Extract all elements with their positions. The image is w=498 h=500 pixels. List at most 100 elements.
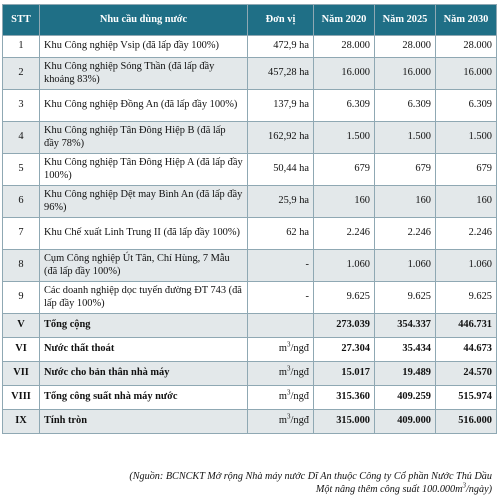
cell-2030: 28.000 (435, 35, 497, 58)
cell-2025: 6.309 (374, 89, 436, 122)
cell-2020: 16.000 (313, 57, 375, 90)
cell-unit: 457,28 ha (247, 57, 314, 90)
water-demand-table: STT Nhu cầu dùng nước Đơn vị Năm 2020 Nă… (2, 4, 497, 434)
cell-name: Khu Công nghiệp Sóng Thần (đã lấp đầy kh… (39, 57, 248, 90)
header-unit: Đơn vị (247, 4, 314, 36)
table-row: 9 Các doanh nghiệp dọc tuyến đường ĐT 74… (2, 281, 497, 314)
unit-tail: /ngđ (290, 367, 309, 379)
table-row: 4 Khu Công nghiệp Tân Đông Hiệp B (đã lấ… (2, 121, 497, 154)
cell-unit: 25,9 ha (247, 185, 314, 218)
cell-2025: 19.489 (374, 361, 436, 386)
source-note: (Nguồn: BCNCKT Mở rộng Nhà máy nước Dĩ A… (2, 470, 492, 496)
cell-2025: 354.337 (374, 313, 436, 338)
cell-stt: 4 (2, 121, 40, 154)
cell-2025: 16.000 (374, 57, 436, 90)
source-note-line-1: (Nguồn: BCNCKT Mở rộng Nhà máy nước Dĩ A… (129, 471, 492, 482)
cell-unit: 50,44 ha (247, 153, 314, 186)
cell-2030: 44.673 (435, 337, 497, 362)
cell-name: Khu Công nghiệp Đồng An (đã lấp đầy 100%… (39, 89, 248, 122)
cell-2030: 9.625 (435, 281, 497, 314)
cell-unit: - (247, 249, 314, 282)
cell-2020: 1.500 (313, 121, 375, 154)
cell-stt: 7 (2, 217, 40, 250)
cell-name: Các doanh nghiệp dọc tuyến đường ĐT 743 … (39, 281, 248, 314)
cell-2025: 35.434 (374, 337, 436, 362)
cell-2030: 516.000 (435, 409, 497, 434)
unit-tail: /ngđ (290, 391, 309, 403)
cell-name: Khu Công nghiệp Tân Đông Hiệp B (đã lấp … (39, 121, 248, 154)
cell-stt: VI (2, 337, 40, 362)
cell-2030: 24.570 (435, 361, 497, 386)
header-stt: STT (2, 4, 40, 36)
cell-2025: 1.500 (374, 121, 436, 154)
cell-unit: m3/ngđ (247, 337, 314, 362)
cell-stt: 6 (2, 185, 40, 218)
cell-2020: 1.060 (313, 249, 375, 282)
table-row: 3 Khu Công nghiệp Đồng An (đã lấp đầy 10… (2, 89, 497, 122)
cell-unit: 62 ha (247, 217, 314, 250)
unit-base: m (278, 415, 288, 427)
cell-2030: 679 (435, 153, 497, 186)
cell-2020: 9.625 (313, 281, 375, 314)
header-year-2030: Năm 2030 (435, 4, 497, 36)
summary-row-loss: VI Nước thất thoát m3/ngđ 27.304 35.434 … (2, 337, 497, 362)
summary-row-total: V Tổng cộng 273.039 354.337 446.731 (2, 313, 497, 338)
cell-2020: 315.000 (313, 409, 375, 434)
cell-2020: 15.017 (313, 361, 375, 386)
unit-base: m (278, 367, 288, 379)
cell-unit: - (247, 281, 314, 314)
cell-2020: 679 (313, 153, 375, 186)
cell-name: Nước thất thoát (39, 337, 248, 362)
table-row: 1 Khu Công nghiệp Vsip (đã lấp đầy 100%)… (2, 35, 497, 58)
cell-unit: m3/ngđ (247, 409, 314, 434)
unit-exponent: 3 (287, 388, 291, 397)
cell-stt: VII (2, 361, 40, 386)
cell-name: Khu Chế xuất Linh Trung II (đã lấp đầy 1… (39, 217, 248, 250)
source-note-exponent: 3 (462, 481, 466, 490)
cell-2020: 160 (313, 185, 375, 218)
cell-2020: 27.304 (313, 337, 375, 362)
unit-exponent: 3 (287, 412, 291, 421)
header-year-2020: Năm 2020 (313, 4, 375, 36)
unit-tail: /ngđ (290, 415, 309, 427)
source-note-line-2: Một nâng thêm công suất 100.000m3/ngày) (2, 481, 492, 496)
cell-2025: 9.625 (374, 281, 436, 314)
cell-2025: 679 (374, 153, 436, 186)
cell-2030: 515.974 (435, 385, 497, 410)
cell-unit: 162,92 ha (247, 121, 314, 154)
cell-stt: 2 (2, 57, 40, 90)
cell-stt: 3 (2, 89, 40, 122)
cell-2020: 273.039 (313, 313, 375, 338)
cell-unit: 137,9 ha (247, 89, 314, 122)
table-row: 8 Cụm Công nghiệp Út Tân, Chí Hùng, 7 Mẫ… (2, 249, 497, 282)
table-header-row: STT Nhu cầu dùng nước Đơn vị Năm 2020 Nă… (2, 4, 497, 36)
unit-exponent: 3 (287, 364, 291, 373)
cell-unit: m3/ngđ (247, 385, 314, 410)
cell-name: Khu Công nghiệp Tân Đông Hiệp A (đã lấp … (39, 153, 248, 186)
cell-2025: 160 (374, 185, 436, 218)
unit-base: m (278, 343, 288, 355)
cell-stt: 9 (2, 281, 40, 314)
cell-2020: 6.309 (313, 89, 375, 122)
header-year-2025: Năm 2025 (374, 4, 436, 36)
source-note-tail: /ngày) (465, 484, 492, 495)
cell-2030: 446.731 (435, 313, 497, 338)
cell-2020: 315.360 (313, 385, 375, 410)
cell-2025: 1.060 (374, 249, 436, 282)
cell-stt: 8 (2, 249, 40, 282)
cell-2025: 28.000 (374, 35, 436, 58)
cell-2030: 1.060 (435, 249, 497, 282)
table-row: 5 Khu Công nghiệp Tân Đông Hiệp A (đã lấ… (2, 153, 497, 186)
table-row: 6 Khu Công nghiệp Dệt may Bình An (đã lấ… (2, 185, 497, 218)
source-note-text: Một nâng thêm công suất 100.000m (315, 484, 463, 495)
cell-2030: 16.000 (435, 57, 497, 90)
cell-name: Tính tròn (39, 409, 248, 434)
cell-2030: 160 (435, 185, 497, 218)
water-demand-table-wrapper: STT Nhu cầu dùng nước Đơn vị Năm 2020 Nă… (2, 4, 497, 434)
summary-row-plant-use: VII Nước cho bản thân nhà máy m3/ngđ 15.… (2, 361, 497, 386)
cell-2025: 2.246 (374, 217, 436, 250)
cell-stt: V (2, 313, 40, 338)
cell-2025: 409.259 (374, 385, 436, 410)
unit-base: m (278, 391, 288, 403)
table-row: 2 Khu Công nghiệp Sóng Thần (đã lấp đầy … (2, 57, 497, 90)
